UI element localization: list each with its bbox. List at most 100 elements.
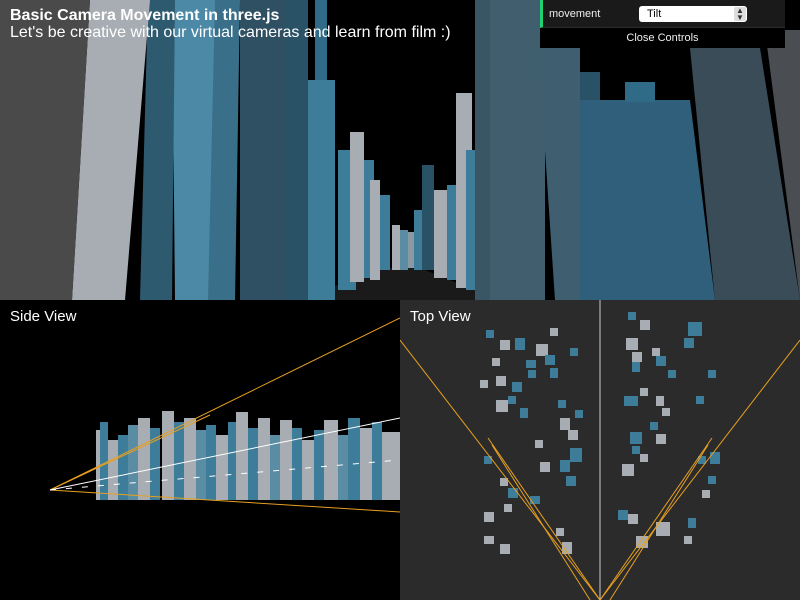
building: [632, 352, 642, 362]
building: [568, 430, 578, 440]
building: [484, 536, 494, 544]
building: [702, 490, 710, 498]
top-buildings: [480, 312, 720, 554]
movement-select-value: Tilt: [647, 7, 662, 20]
building: [118, 435, 128, 500]
building: [466, 150, 476, 290]
movement-control-row: movement Tilt ▲ ▼: [540, 0, 785, 28]
page-header: Basic Camera Movement in three.js Let's …: [10, 8, 451, 42]
building: [228, 422, 236, 500]
building: [486, 330, 494, 338]
building: [314, 430, 324, 500]
building: [492, 358, 500, 366]
camera-direction-line: [49, 417, 400, 491]
building: [656, 356, 666, 366]
side-view-scene: [49, 317, 400, 513]
building: [174, 422, 184, 500]
main-camera-view[interactable]: [0, 0, 800, 300]
building: [508, 488, 518, 498]
side-view-panel[interactable]: Side View: [0, 300, 400, 600]
building: [162, 411, 174, 500]
building: [640, 454, 648, 462]
building: [535, 0, 580, 300]
building: [504, 504, 512, 512]
building: [628, 514, 638, 524]
building: [626, 338, 638, 350]
building: [240, 0, 285, 300]
building: [258, 418, 270, 500]
building: [580, 100, 715, 300]
building: [216, 435, 228, 500]
building: [684, 536, 692, 544]
building: [550, 368, 558, 378]
building: [618, 510, 628, 520]
building: [0, 0, 90, 300]
building: [500, 544, 510, 554]
building: [350, 132, 364, 282]
building: [400, 230, 408, 270]
building: [370, 180, 380, 280]
frustum-line: [487, 437, 601, 600]
building: [708, 370, 716, 378]
building: [280, 420, 292, 500]
building: [447, 185, 456, 280]
building: [205, 0, 240, 300]
building: [560, 418, 570, 430]
building: [656, 434, 666, 444]
building: [632, 362, 640, 372]
building: [632, 446, 640, 454]
close-controls-button[interactable]: Close Controls: [540, 28, 785, 48]
building: [315, 0, 327, 80]
building: [558, 400, 566, 408]
building: [536, 344, 548, 356]
building: [108, 440, 118, 500]
building: [545, 355, 555, 365]
building: [684, 338, 694, 348]
controls-panel: movement Tilt ▲ ▼ Close Controls: [540, 0, 785, 48]
building: [496, 400, 508, 412]
building: [656, 396, 664, 406]
building: [206, 425, 216, 500]
top-view-label: Top View: [410, 308, 471, 325]
building: [570, 448, 582, 462]
building: [500, 340, 510, 350]
building: [765, 30, 800, 300]
building: [688, 322, 702, 336]
page-title: Basic Camera Movement in three.js: [10, 7, 280, 24]
building: [348, 418, 360, 500]
camera-direction-line: [49, 459, 400, 491]
building: [570, 348, 578, 356]
page-subtitle: Let's be creative with our virtual camer…: [10, 24, 451, 41]
building: [338, 435, 348, 500]
side-buildings: [96, 411, 400, 500]
building: [490, 0, 545, 300]
building: [484, 456, 492, 464]
building: [622, 464, 634, 476]
building: [508, 396, 516, 404]
building: [556, 528, 564, 536]
building: [100, 422, 108, 500]
building: [688, 518, 696, 528]
movement-select[interactable]: Tilt ▲ ▼: [639, 5, 747, 22]
building: [184, 418, 196, 500]
frustum-line: [599, 339, 800, 600]
frustum-line: [49, 414, 211, 491]
frustum-line: [49, 317, 400, 491]
building: [650, 422, 658, 430]
building: [656, 522, 670, 536]
building: [172, 0, 215, 300]
building: [662, 408, 670, 416]
building: [484, 512, 494, 522]
building: [372, 422, 382, 500]
city-scene: [0, 0, 800, 300]
building: [562, 542, 572, 554]
building: [630, 432, 642, 444]
top-view-panel[interactable]: Top View: [400, 300, 800, 600]
building: [380, 195, 390, 270]
building: [560, 460, 570, 472]
building: [668, 370, 676, 378]
building: [520, 408, 528, 418]
building: [72, 0, 150, 300]
building: [236, 412, 248, 500]
side-view-label: Side View: [10, 308, 77, 325]
